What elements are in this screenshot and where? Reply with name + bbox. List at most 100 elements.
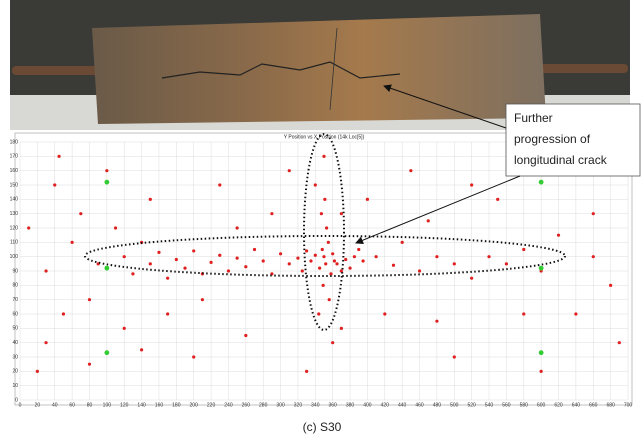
y-tick-label: 30: [12, 354, 18, 360]
point: [218, 183, 221, 186]
y-tick-label: 80: [12, 283, 18, 289]
point: [183, 267, 186, 270]
point: [209, 261, 212, 264]
point: [522, 312, 525, 315]
x-tick-label: 480: [433, 402, 442, 408]
x-tick-label: 240: [224, 402, 233, 408]
point: [522, 248, 525, 251]
point: [140, 348, 143, 351]
point: [340, 212, 343, 215]
x-tick-label: 600: [537, 402, 546, 408]
point: [288, 169, 291, 172]
point: [375, 255, 378, 258]
x-tick-label: 360: [329, 402, 338, 408]
point: [539, 266, 544, 271]
point: [88, 363, 91, 366]
point: [331, 252, 334, 255]
x-tick-label: 580: [520, 402, 529, 408]
point: [88, 298, 91, 301]
point: [36, 370, 39, 373]
point: [244, 265, 247, 268]
x-tick-label: 100: [103, 402, 112, 408]
point: [318, 267, 321, 270]
x-tick-label: 280: [259, 402, 268, 408]
y-tick-label: 170: [10, 154, 19, 160]
y-tick-label: 130: [10, 211, 19, 217]
point: [279, 252, 282, 255]
point: [418, 269, 421, 272]
x-tick-label: 20: [35, 402, 41, 408]
point: [331, 341, 334, 344]
callout-text: Further: [514, 111, 553, 125]
point: [324, 262, 327, 265]
point: [321, 248, 324, 251]
point: [470, 277, 473, 280]
point: [166, 312, 169, 315]
x-tick-label: 660: [589, 402, 598, 408]
y-tick-label: 150: [10, 182, 19, 188]
point: [175, 258, 178, 261]
point: [487, 255, 490, 258]
point: [288, 262, 291, 265]
point: [236, 257, 239, 260]
y-tick-label: 110: [10, 240, 18, 246]
point: [327, 241, 330, 244]
point: [357, 248, 360, 251]
point: [301, 269, 304, 272]
y-tick-label: 50: [12, 326, 18, 332]
point: [253, 248, 256, 251]
y-tick-label: 10: [12, 383, 18, 389]
point: [340, 327, 343, 330]
x-tick-label: 180: [172, 402, 181, 408]
point: [323, 198, 326, 201]
point: [353, 255, 356, 258]
point: [320, 212, 323, 215]
point: [296, 257, 299, 260]
point: [505, 262, 508, 265]
x-tick-label: 420: [381, 402, 390, 408]
point: [27, 226, 30, 229]
point: [329, 272, 332, 275]
x-tick-label: 620: [554, 402, 563, 408]
point: [348, 267, 351, 270]
point: [123, 327, 126, 330]
x-tick-label: 640: [572, 402, 581, 408]
callout-text: progression of: [514, 132, 591, 146]
point: [131, 272, 134, 275]
x-tick-label: 500: [450, 402, 459, 408]
point: [270, 212, 273, 215]
y-tick-label: 140: [10, 197, 19, 203]
x-tick-label: 40: [52, 402, 58, 408]
x-tick-label: 340: [311, 402, 320, 408]
point: [236, 226, 239, 229]
point: [366, 198, 369, 201]
x-tick-label: 0: [19, 402, 22, 408]
y-tick-label: 100: [10, 254, 19, 260]
point: [383, 312, 386, 315]
point: [453, 355, 456, 358]
point: [192, 355, 195, 358]
point: [166, 277, 169, 280]
point: [392, 264, 395, 267]
point: [322, 284, 325, 287]
x-tick-label: 700: [624, 402, 633, 408]
x-tick-label: 160: [155, 402, 164, 408]
point: [361, 259, 364, 262]
point: [335, 262, 338, 265]
point: [149, 198, 152, 201]
y-tick-label: 180: [10, 139, 19, 145]
point: [314, 254, 317, 257]
point: [314, 183, 317, 186]
point: [105, 169, 108, 172]
point: [322, 255, 325, 258]
point: [309, 259, 312, 262]
y-tick-label: 60: [12, 311, 18, 317]
point: [609, 284, 612, 287]
x-tick-label: 220: [207, 402, 216, 408]
point: [157, 251, 160, 254]
point: [496, 198, 499, 201]
point: [592, 255, 595, 258]
x-tick-label: 680: [606, 402, 615, 408]
point: [325, 226, 328, 229]
figure: Y Position vs X Position (14k Loc[5]) 01…: [0, 0, 644, 442]
